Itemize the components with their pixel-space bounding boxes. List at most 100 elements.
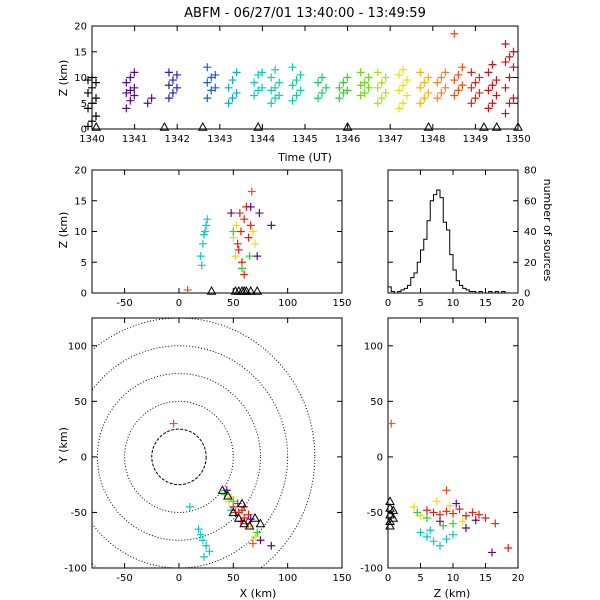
zy-source-point bbox=[491, 519, 500, 528]
time-height-point bbox=[172, 70, 181, 79]
y-tick-label: -100 bbox=[64, 564, 87, 575]
time-height-point bbox=[275, 78, 284, 87]
zy-source-point bbox=[475, 510, 483, 519]
time-height-point bbox=[450, 29, 459, 38]
plan-view-plot: -50 0 50 100 150 -100 -50 0 50 100 bbox=[64, 317, 352, 584]
zy-source-point bbox=[436, 541, 444, 550]
histogram-bar bbox=[466, 290, 469, 293]
time-height-point bbox=[88, 83, 96, 92]
time-height-point bbox=[172, 83, 181, 92]
time-height-point bbox=[314, 94, 323, 103]
time-height-point bbox=[364, 83, 373, 92]
x-tick-label: 5 bbox=[417, 298, 423, 309]
time-height-point bbox=[360, 88, 369, 97]
x-tick-label: 1344 bbox=[250, 134, 275, 145]
time-height-point bbox=[122, 104, 131, 113]
time-height-point bbox=[381, 73, 390, 82]
time-height-point bbox=[343, 86, 352, 95]
time-height-point bbox=[126, 73, 135, 82]
y-tick-label: 5 bbox=[81, 99, 87, 110]
y-tick-label: 20 bbox=[524, 258, 537, 269]
time-height-point bbox=[92, 78, 100, 87]
y-tick-label: 0 bbox=[81, 289, 87, 300]
plan-source-point bbox=[253, 528, 262, 537]
xz-source-point bbox=[196, 252, 205, 261]
time-height-point bbox=[271, 83, 280, 92]
xz-ylabel: Z (km) bbox=[57, 212, 70, 249]
time-height-point bbox=[505, 99, 514, 108]
x-tick-label: 15 bbox=[479, 573, 492, 584]
histogram-outline bbox=[387, 189, 506, 294]
histogram-bar bbox=[404, 288, 407, 293]
time-station-marker bbox=[491, 121, 502, 131]
xz-source-point bbox=[245, 252, 254, 261]
plan-station-marker bbox=[250, 512, 260, 522]
time-height-point bbox=[398, 99, 407, 108]
xz-source-point bbox=[235, 209, 244, 218]
plan-source-point bbox=[267, 541, 276, 550]
histogram-bar bbox=[434, 195, 437, 293]
time-height-point bbox=[164, 94, 173, 103]
zy-source-point bbox=[410, 502, 418, 511]
time-station-marker bbox=[513, 121, 523, 131]
time-height-point bbox=[454, 86, 463, 95]
time-height-point bbox=[164, 81, 173, 90]
plan-station-marker bbox=[228, 507, 239, 517]
zy-source-point bbox=[442, 507, 451, 516]
time-height-point bbox=[335, 94, 344, 103]
x-tick-label: 100 bbox=[278, 298, 297, 309]
time-height-point bbox=[147, 94, 156, 103]
time-height-point bbox=[492, 76, 501, 85]
x-tick-label: -50 bbox=[116, 573, 132, 584]
time-height-point bbox=[126, 96, 135, 105]
histogram-bar bbox=[414, 273, 417, 293]
time-height-point bbox=[394, 86, 403, 95]
x-tick-label: 1350 bbox=[505, 134, 530, 145]
zy-source-point bbox=[423, 532, 431, 541]
histogram-bar bbox=[408, 285, 411, 293]
x-tick-label: 15 bbox=[479, 298, 492, 309]
time-height-point bbox=[441, 68, 450, 77]
time-height-point bbox=[88, 73, 96, 82]
histogram-bar bbox=[447, 230, 450, 293]
time-height-point bbox=[292, 76, 301, 85]
time-height-point bbox=[475, 88, 484, 97]
y-tick-label: 100 bbox=[68, 341, 87, 352]
xz-source-point bbox=[231, 252, 240, 261]
zy-source-point bbox=[488, 548, 496, 557]
xz-source-point bbox=[199, 230, 208, 239]
xz-source-point bbox=[198, 239, 207, 248]
time-height-point bbox=[377, 94, 386, 103]
time-station-marker bbox=[91, 121, 102, 131]
xz-source-point bbox=[255, 209, 264, 218]
time-height-point bbox=[488, 99, 497, 108]
time-height-point bbox=[232, 68, 241, 77]
time-height-point bbox=[492, 91, 501, 100]
zy-source-point bbox=[387, 419, 396, 428]
histogram-bar bbox=[479, 291, 482, 293]
time-height-point bbox=[433, 78, 442, 87]
xz-station-marker bbox=[206, 285, 217, 295]
x-tick-label: 20 bbox=[512, 298, 525, 309]
y-tick-label: -50 bbox=[71, 508, 87, 519]
zy-station-marker bbox=[388, 505, 399, 514]
histogram-ylabel: number of sources bbox=[541, 179, 554, 282]
histogram-bar bbox=[456, 281, 459, 293]
y-tick-label: 20 bbox=[74, 166, 87, 177]
time-height-point bbox=[224, 99, 233, 108]
x-tick-label: 1348 bbox=[420, 134, 445, 145]
time-height-point bbox=[467, 68, 476, 77]
x-tick-label: 50 bbox=[227, 298, 240, 309]
zy-source-point bbox=[452, 499, 461, 508]
plan-source-point bbox=[169, 419, 178, 428]
histogram-bar bbox=[502, 291, 505, 293]
time-height-point bbox=[416, 99, 425, 108]
x-tick-label: 1341 bbox=[122, 134, 147, 145]
time-height-point bbox=[488, 60, 497, 69]
y-tick-label: 5 bbox=[81, 258, 87, 269]
x-tick-label: 20 bbox=[512, 573, 525, 584]
xz-source-point bbox=[240, 270, 249, 279]
zy-source-point bbox=[436, 517, 444, 526]
time-height-point bbox=[467, 83, 476, 92]
time-height-point bbox=[314, 78, 323, 87]
